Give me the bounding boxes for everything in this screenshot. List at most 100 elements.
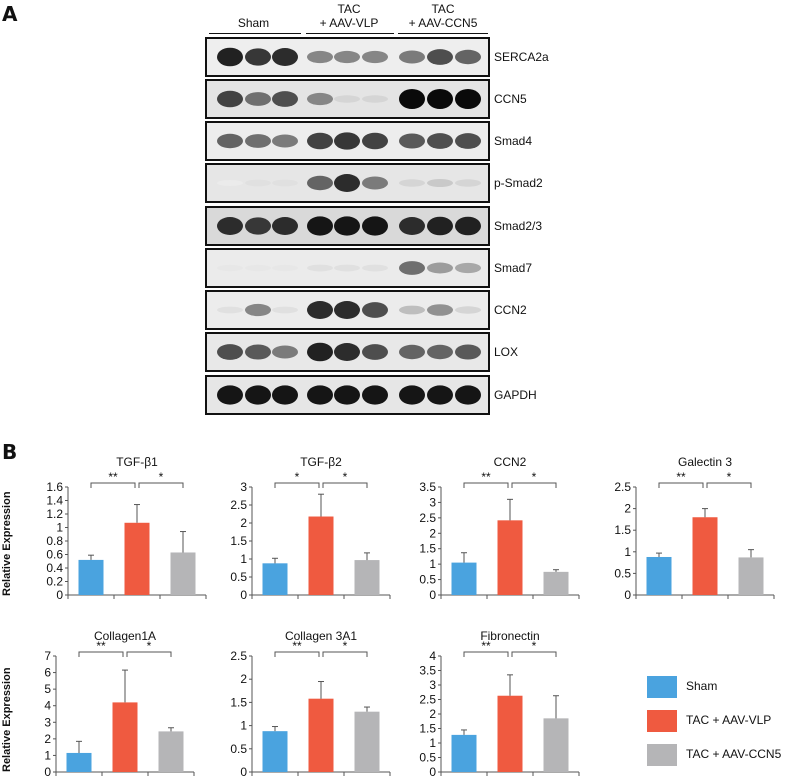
blot-band — [399, 305, 425, 315]
y-tick-label: 3 — [429, 678, 436, 692]
y-tick-label: 1 — [240, 719, 247, 733]
y-tick-label: 0.4 — [46, 561, 63, 575]
blot-band — [272, 134, 298, 148]
blot-strip — [205, 121, 490, 161]
y-tick-label: 0.5 — [230, 742, 247, 756]
blot-band — [272, 217, 298, 235]
blot-band — [245, 264, 271, 272]
y-tick-label: 0 — [429, 588, 436, 602]
bar-chart: Collagen1A 0 1 2 3 4 5 6 7 ** * — [20, 626, 201, 778]
significance-bracket — [90, 482, 136, 488]
y-tick-label: 1.5 — [419, 722, 436, 736]
significance-label: ** — [481, 470, 491, 484]
bar-chart: CCN2 0 0.5 1 1.5 2 2.5 3 3.5 ** * — [405, 452, 586, 602]
blot-strip — [205, 37, 490, 77]
group-label-line2: + AAV-CCN5 — [408, 16, 478, 30]
y-tick-label: 1.6 — [46, 480, 63, 494]
significance-label: ** — [676, 470, 686, 484]
significance-bracket — [274, 482, 320, 488]
blot-band — [455, 262, 481, 274]
blot-bands — [217, 89, 481, 109]
y-tick-label: 0.5 — [419, 573, 436, 587]
blot-strip — [205, 163, 490, 203]
blot-band — [362, 95, 388, 103]
blot-band — [217, 385, 243, 405]
y-tick-label: 2 — [44, 732, 51, 746]
significance-label: * — [532, 639, 537, 653]
significance-label: ** — [481, 639, 491, 653]
bar — [354, 560, 380, 595]
legend-label-vlp: TAC + AAV-VLP — [686, 713, 772, 727]
bar — [262, 563, 288, 595]
y-tick-label: 1.5 — [230, 534, 247, 548]
legend-item-ccn5: TAC + AAV-CCN5 — [647, 744, 797, 768]
bar — [543, 718, 569, 772]
y-tick-label: 0.5 — [419, 751, 436, 765]
blot-band — [217, 180, 243, 186]
blot-band — [399, 179, 425, 187]
significance-bracket — [463, 482, 509, 488]
blot-bands — [217, 174, 481, 192]
group-label-vlp: TAC + AAV-VLP — [304, 2, 394, 30]
group-label-line1: TAC — [431, 2, 455, 16]
y-tick-label: 2.5 — [230, 498, 247, 512]
y-tick-label: 0.5 — [614, 566, 631, 580]
blot-band — [334, 301, 360, 319]
bar — [543, 571, 569, 595]
y-tick-label: 2 — [240, 516, 247, 530]
chart-title: CCN2 — [494, 455, 527, 469]
blot-band — [307, 216, 333, 236]
legend-item-vlp: TAC + AAV-VLP — [647, 710, 797, 734]
group-underline-sham — [209, 33, 301, 34]
y-tick-label: 2.5 — [419, 511, 436, 525]
legend-swatch-ccn5 — [647, 744, 677, 766]
bar — [308, 698, 334, 772]
bar — [124, 522, 150, 595]
blot-bands — [217, 301, 481, 319]
y-tick-label: 3 — [44, 715, 51, 729]
y-axis-label-row2: Relative Expression — [1, 667, 13, 772]
y-tick-label: 3 — [429, 495, 436, 509]
y-axis-label-row1: Relative Expression — [1, 491, 13, 596]
blot-band — [245, 48, 271, 66]
y-tick-label: 7 — [44, 649, 51, 663]
legend-label-ccn5: TAC + AAV-CCN5 — [686, 747, 782, 761]
y-tick-label: 6 — [44, 666, 51, 680]
blot-band — [307, 385, 333, 405]
y-tick-label: 4 — [44, 699, 51, 713]
y-tick-label: 0.2 — [46, 575, 63, 589]
blot-bands — [217, 132, 481, 150]
blot-strip — [205, 79, 490, 119]
blot-band — [272, 306, 298, 314]
significance-label: * — [295, 470, 300, 484]
y-tick-label: 0 — [44, 765, 51, 778]
blot-band — [334, 50, 360, 64]
chart-title: Collagen1A — [94, 629, 156, 643]
blot-band — [272, 345, 298, 359]
blot-band — [217, 306, 243, 314]
y-tick-label: 3 — [240, 480, 247, 494]
legend-swatch-sham — [647, 676, 677, 698]
blot-band — [217, 133, 243, 149]
chart-title: TGF-β2 — [300, 455, 342, 469]
bar — [158, 731, 184, 772]
y-tick-label: 1 — [56, 521, 63, 535]
blot-strip — [205, 332, 490, 372]
blot-band — [307, 175, 333, 191]
group-underline-ccn5 — [398, 33, 488, 34]
significance-bracket — [511, 651, 557, 657]
bar — [170, 552, 196, 595]
bar — [497, 695, 523, 772]
y-tick-label: 1.5 — [230, 695, 247, 709]
y-tick-label: 2 — [429, 526, 436, 540]
blot-band — [272, 179, 298, 187]
blot-band — [245, 303, 271, 317]
blot-label: CCN2 — [494, 303, 527, 317]
group-label-sham: Sham — [205, 2, 302, 30]
blot-band — [334, 216, 360, 236]
blot-band — [245, 344, 271, 360]
blot-band — [307, 50, 333, 64]
significance-bracket — [126, 651, 172, 657]
group-label-ccn5: TAC + AAV-CCN5 — [396, 2, 490, 30]
chart-title: Collagen 3A1 — [285, 629, 357, 643]
